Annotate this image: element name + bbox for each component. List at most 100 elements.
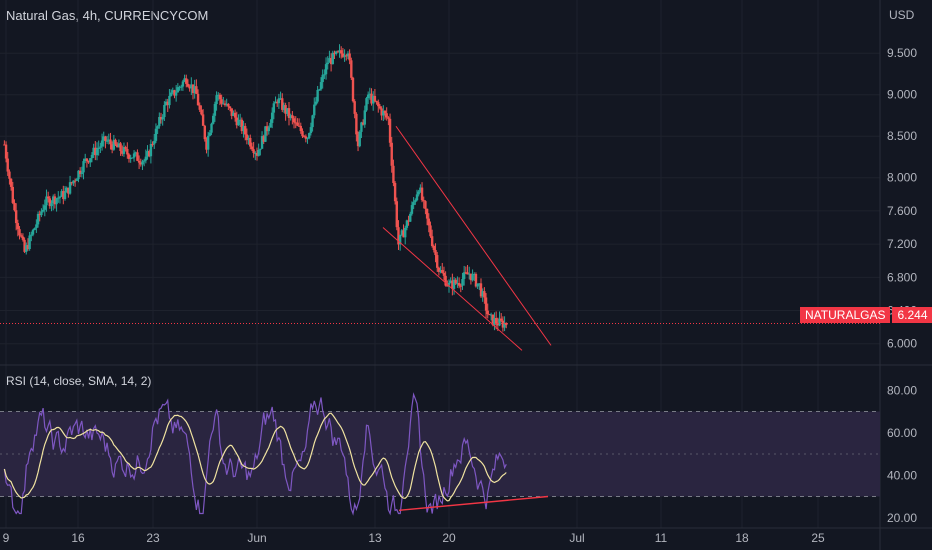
time-tick-label: 9: [3, 531, 10, 545]
candle-body: [11, 186, 14, 203]
candle-body: [414, 200, 417, 203]
candle-body: [50, 203, 53, 207]
candle-body: [144, 156, 148, 161]
candle-body: [188, 86, 191, 89]
candle-body: [501, 320, 505, 328]
candle-body: [30, 234, 33, 236]
candle-body: [358, 131, 361, 147]
candle-body: [149, 143, 153, 157]
candle-body: [469, 273, 473, 281]
candle-body: [436, 255, 439, 268]
candle-body: [191, 84, 195, 94]
candle-body: [404, 227, 407, 238]
candle-body: [318, 89, 321, 91]
candle-body: [82, 161, 85, 173]
time-tick-label: 13: [368, 531, 382, 545]
candle-body: [427, 218, 430, 226]
rsi-panel: [0, 392, 880, 516]
candle-body: [53, 196, 57, 205]
candle-body: [331, 52, 334, 65]
price-tag: NATURALGAS 6.244: [800, 307, 932, 323]
candle-body: [212, 115, 215, 124]
candle-body: [206, 135, 210, 150]
candle-body: [259, 148, 262, 150]
candle-body: [405, 220, 409, 228]
candle-body: [422, 200, 425, 202]
candle-body: [55, 198, 58, 205]
candle-body: [33, 228, 36, 230]
candle-body: [483, 291, 486, 298]
candle-body: [215, 95, 218, 105]
candle-body: [73, 180, 77, 182]
candle-body: [297, 125, 301, 127]
candle-body: [114, 139, 117, 145]
candle-body: [368, 93, 372, 95]
candle-body: [301, 131, 304, 137]
candle-body: [361, 122, 365, 125]
candle-body: [387, 117, 390, 119]
candle-body: [324, 64, 328, 75]
candle-body: [493, 318, 496, 325]
candle-body: [104, 136, 107, 142]
candle-body: [439, 269, 442, 272]
candle-body: [65, 187, 68, 193]
candle-body: [28, 235, 31, 250]
candle-body: [304, 136, 308, 139]
candle-body: [245, 134, 249, 141]
candle-body: [77, 170, 80, 180]
candle-body: [68, 182, 72, 194]
candle-body: [92, 147, 95, 155]
rsi-title: RSI (14, close, SMA, 14, 2): [6, 374, 152, 388]
candle-body: [95, 149, 99, 156]
candle-body: [16, 223, 20, 230]
candle-body: [146, 151, 149, 157]
time-tick-label: Jul: [569, 531, 584, 545]
candle-body: [80, 172, 84, 174]
candle-body: [154, 128, 158, 141]
candle-body: [124, 147, 127, 149]
candle-body: [444, 275, 447, 286]
candle-body: [180, 86, 183, 88]
candle-body: [491, 314, 494, 325]
candle-body: [457, 283, 461, 286]
candle-body: [382, 110, 385, 116]
candle-body: [355, 113, 358, 135]
candle-body: [363, 110, 366, 125]
candle-body: [446, 285, 449, 287]
candle-body: [200, 109, 203, 115]
candle-body: [97, 147, 100, 150]
candle-body: [220, 99, 223, 104]
candle-body: [131, 157, 134, 159]
candle-body: [102, 136, 105, 141]
candle-body: [393, 182, 397, 202]
candle-body: [496, 323, 500, 326]
candle-body: [136, 152, 139, 161]
candle-body: [75, 179, 78, 181]
candle-body: [67, 187, 70, 194]
candle-body: [181, 81, 185, 87]
candle-body: [171, 90, 174, 93]
candle-body: [409, 213, 412, 222]
candle-body: [174, 92, 178, 96]
candle-body: [456, 283, 459, 285]
candle-body: [279, 98, 282, 100]
candle-body: [434, 250, 437, 256]
candle-body: [252, 149, 255, 154]
candle-body: [383, 110, 387, 114]
candle-body: [429, 225, 432, 237]
candle-body: [370, 93, 373, 104]
candle-body: [121, 150, 124, 154]
candle-body: [353, 101, 356, 114]
rsi-ma-line: [3, 412, 507, 502]
price-tick-label: 9.000: [887, 88, 917, 102]
price-tick-label: 8.500: [887, 129, 917, 143]
candle-body: [338, 50, 341, 52]
candle-body: [270, 112, 274, 123]
candle-body: [112, 139, 116, 150]
candle-body: [9, 178, 13, 187]
candle-body: [308, 133, 311, 139]
candle-body: [148, 151, 151, 157]
trendlines: [382, 125, 552, 351]
candle-body: [186, 83, 190, 87]
